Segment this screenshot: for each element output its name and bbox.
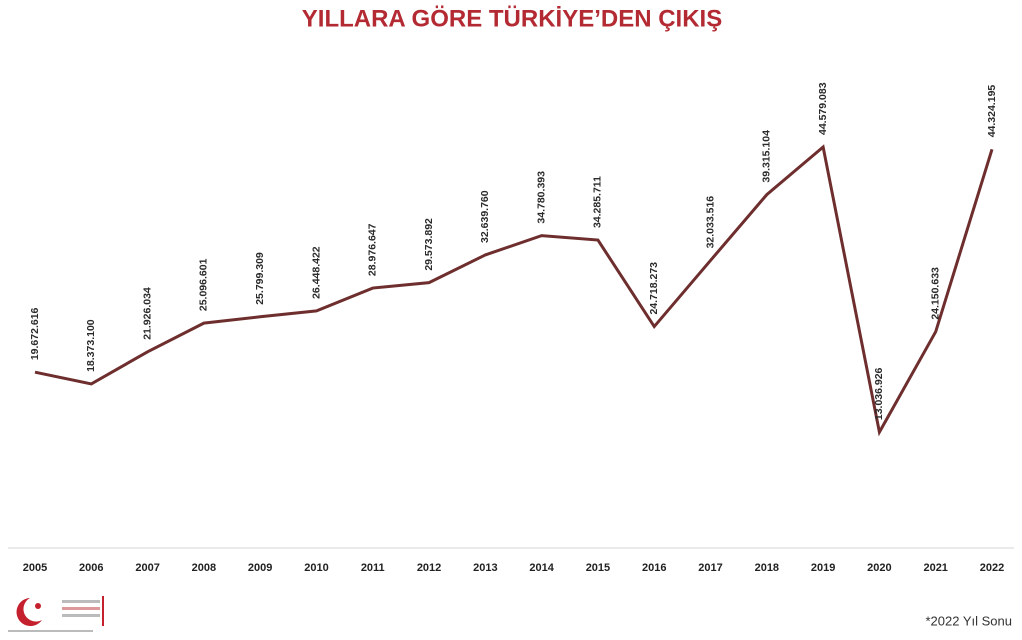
data-label: 13.036.926 bbox=[873, 367, 885, 420]
x-tick-label: 2014 bbox=[529, 562, 554, 574]
data-label: 28.976.647 bbox=[367, 223, 379, 276]
data-label: 39.315.104 bbox=[761, 130, 773, 183]
data-label: 21.926.034 bbox=[141, 287, 153, 340]
x-tick-label: 2008 bbox=[192, 562, 216, 574]
x-tick-label: 2011 bbox=[361, 562, 385, 574]
x-tick-label: 2015 bbox=[586, 562, 610, 574]
x-tick-label: 2019 bbox=[811, 562, 835, 574]
x-tick-label: 2005 bbox=[23, 562, 47, 574]
x-tick-label: 2017 bbox=[698, 562, 722, 574]
x-tick-label: 2013 bbox=[473, 562, 497, 574]
x-tick-label: 2020 bbox=[867, 562, 891, 574]
x-tick-label: 2021 bbox=[923, 562, 947, 574]
line bbox=[34, 144, 994, 437]
x-tick-label: 2006 bbox=[79, 562, 103, 574]
data-label: 25.096.601 bbox=[198, 258, 210, 311]
data-label: 18.373.100 bbox=[85, 319, 97, 372]
x-tick-label: 2012 bbox=[417, 562, 441, 574]
data-label: 34.780.393 bbox=[535, 171, 547, 224]
data-label: 19.672.616 bbox=[29, 307, 41, 360]
logo bbox=[8, 596, 104, 632]
data-label: 44.324.195 bbox=[986, 85, 998, 138]
x-tick-label: 2022 bbox=[980, 562, 1004, 574]
data-label: 32.033.516 bbox=[704, 196, 716, 249]
x-tick-label: 2010 bbox=[304, 562, 328, 574]
footnote: *2022 Yıl Sonu bbox=[926, 613, 1013, 628]
data-label: 32.639.760 bbox=[479, 190, 491, 243]
data-label: 25.799.309 bbox=[254, 252, 266, 305]
x-tick-label: 2016 bbox=[642, 562, 666, 574]
x-tick-label: 2009 bbox=[248, 562, 272, 574]
chart-title: YILLARA GÖRE TÜRKİYE’DEN ÇIKIŞ bbox=[302, 5, 722, 32]
data-label: 34.285.711 bbox=[592, 176, 604, 228]
data-label: 29.573.892 bbox=[423, 218, 435, 271]
x-tick-label: 2018 bbox=[755, 562, 779, 574]
data-label: 24.718.273 bbox=[648, 262, 660, 315]
data-label: 44.579.083 bbox=[817, 82, 829, 135]
x-tick-label: 2007 bbox=[135, 562, 159, 574]
data-label: 26.448.422 bbox=[310, 246, 322, 299]
data-label: 24.150.633 bbox=[929, 267, 941, 320]
